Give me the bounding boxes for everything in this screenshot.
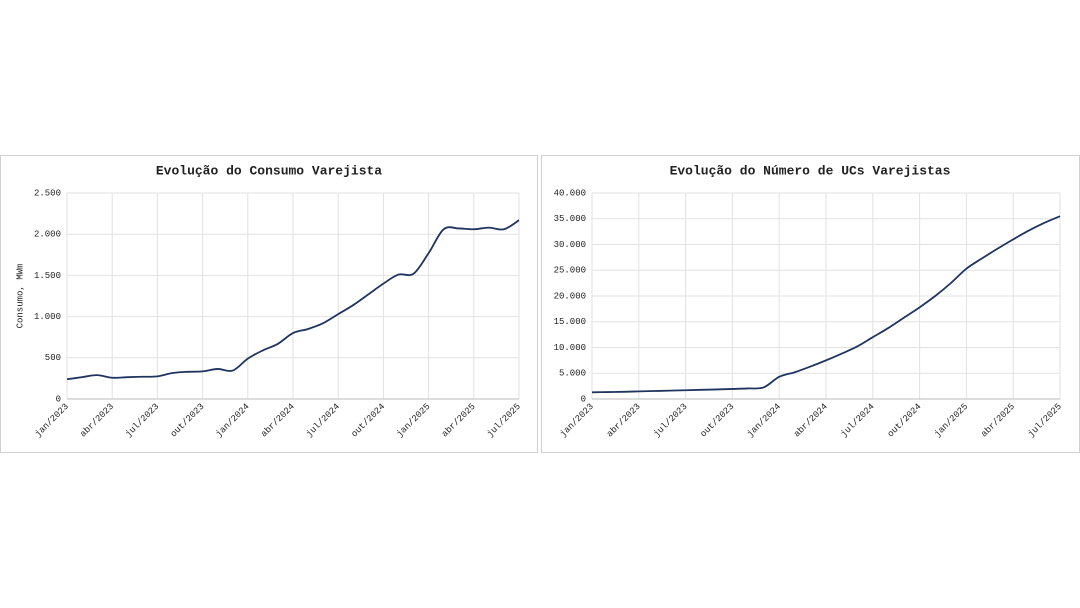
y-tick-label: 0 xyxy=(56,394,61,404)
y-tick-label: 25.000 xyxy=(554,266,586,276)
y-tick-label: 0 xyxy=(581,394,586,404)
line-series xyxy=(66,219,520,381)
y-tick-label: 2.500 xyxy=(34,188,61,198)
line-series xyxy=(591,215,1061,394)
panel xyxy=(0,155,538,453)
y-tick-label: 10.000 xyxy=(554,343,586,353)
y-tick-label: 30.000 xyxy=(554,240,586,250)
y-tick-label: 40.000 xyxy=(554,188,586,198)
chart-title: Evolução do Número de UCs Varejistas xyxy=(670,163,951,178)
y-tick-label: 1.500 xyxy=(34,271,61,281)
chart-title: Evolução do Consumo Varejista xyxy=(156,163,382,178)
y-tick-label: 1.000 xyxy=(34,312,61,322)
y-tick-label: 20.000 xyxy=(554,291,586,301)
y-tick-label: 500 xyxy=(45,353,61,363)
y-tick-label: 15.000 xyxy=(554,317,586,327)
y-axis-label: Consumo, MWm xyxy=(15,264,25,329)
panel xyxy=(541,155,1080,453)
y-tick-label: 5.000 xyxy=(559,369,586,379)
y-tick-label: 35.000 xyxy=(554,214,586,224)
y-tick-label: 2.000 xyxy=(34,230,61,240)
